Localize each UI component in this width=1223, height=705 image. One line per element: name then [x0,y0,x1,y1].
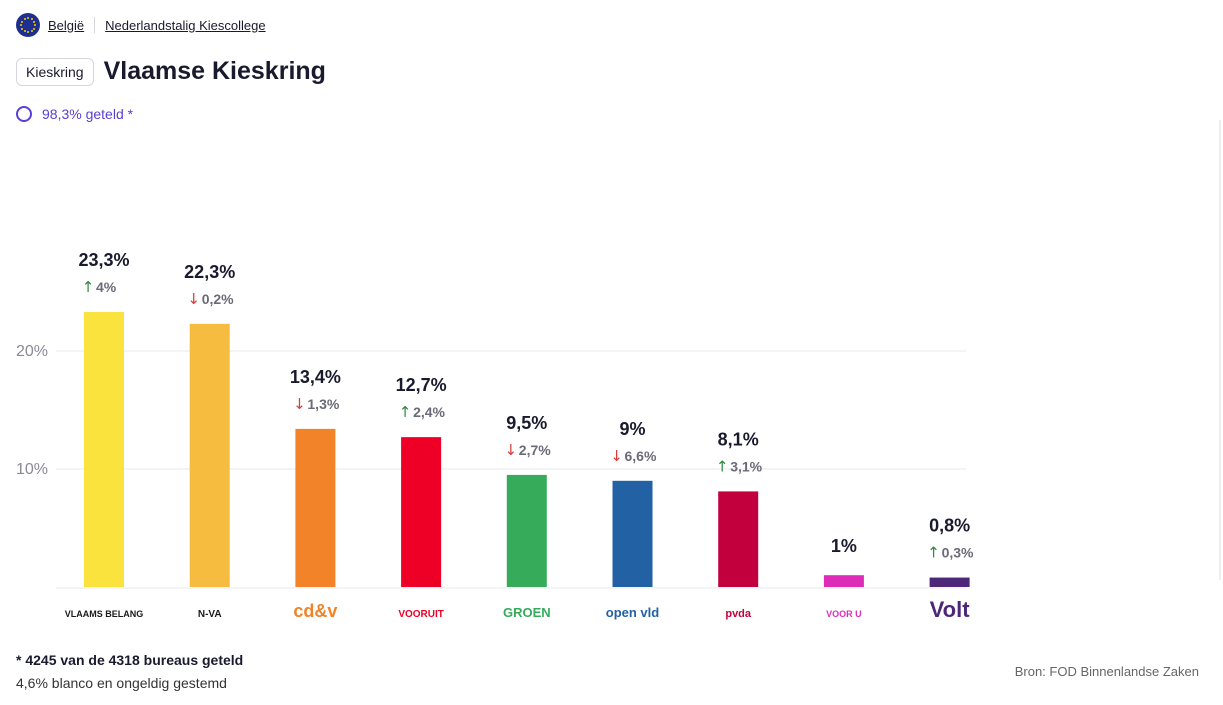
party-logo: GROEN [503,605,551,620]
progress-ring-icon [16,106,32,122]
party-logo: pvda [725,608,752,620]
blanco-note: 4,6% blanco en ongeldig gestemd [16,675,227,691]
arrow-up-icon: ↑ [716,457,729,475]
bar [506,474,547,587]
party-logo: open vld [606,605,660,620]
y-tick-label: 20% [16,343,48,360]
arrow-up-icon: ↑ [927,544,940,562]
change-label: 0,2% [202,291,234,307]
value-label: 9,5% [506,413,547,433]
value-label: 1% [831,536,857,556]
count-progress: 98,3% geteld * [16,106,133,122]
value-label: 22,3% [184,262,235,282]
change-label: 6,6% [625,448,657,464]
breadcrumb-link-kiescollege[interactable]: Nederlandstalig Kiescollege [105,17,266,33]
arrow-up-icon: ↑ [399,403,412,421]
breadcrumb-divider [94,17,96,33]
bar [189,323,230,587]
arrow-down-icon: ↓ [610,447,623,465]
arrow-down-icon: ↓ [187,290,200,308]
party-logo: VOOR U [826,609,862,619]
level-chip: Kieskring [16,57,94,86]
value-label: 23,3% [78,250,129,270]
change-label: 4% [96,279,117,295]
scrollbar[interactable] [1219,120,1221,580]
page-title: Vlaamse Kieskring [103,57,326,85]
arrow-down-icon: ↓ [293,395,306,413]
breadcrumb-link-belgie[interactable]: België [48,17,85,33]
change-label: 0,3% [942,545,974,561]
value-label: 0,8% [929,516,970,536]
bar [295,428,336,587]
party-logo: VOORUIT [398,609,444,620]
party-logo: VLAAMS BELANG [65,609,144,619]
bar [84,312,124,587]
bar [823,575,864,587]
arrow-up-icon: ↑ [82,278,95,296]
value-label: 8,1% [718,429,759,449]
arrow-down-icon: ↓ [505,441,518,459]
bar [929,577,970,587]
title-row: Kieskring Vlaamse Kieskring [16,57,326,86]
source-note: Bron: FOD Binnenlandse Zaken [1014,664,1199,679]
party-logo: Volt [930,597,971,622]
change-label: 1,3% [307,396,339,412]
y-tick-label: 10% [16,461,48,478]
value-label: 9% [619,419,645,439]
breadcrumb: België Nederlandstalig Kiescollege [16,13,266,37]
progress-label: 98,3% geteld * [42,106,134,122]
change-label: 2,4% [413,404,445,420]
party-logo: cd&v [293,601,337,621]
bar [718,491,759,587]
change-label: 3,1% [730,458,762,474]
bar [401,437,442,587]
change-label: 2,7% [519,442,551,458]
eu-flag-icon [16,13,40,37]
party-logo: N-VA [198,609,222,620]
bar [612,480,653,587]
bureaus-note: * 4245 van de 4318 bureaus geteld [16,652,244,668]
value-label: 13,4% [290,367,341,387]
value-label: 12,7% [396,375,447,395]
